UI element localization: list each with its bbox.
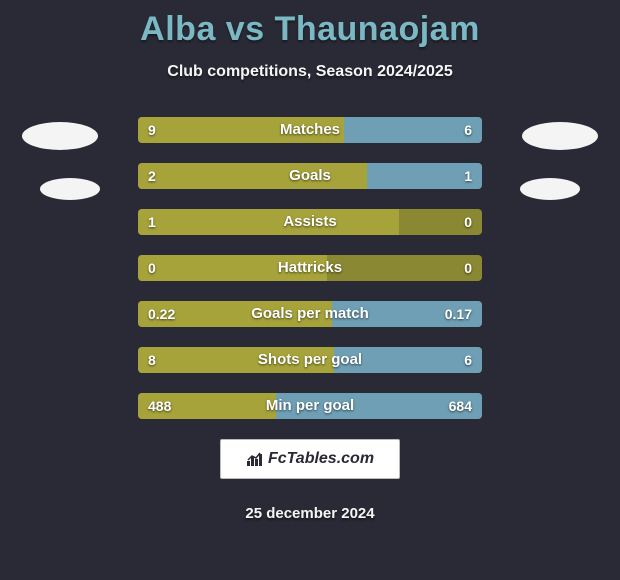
stat-label: Goals — [138, 163, 482, 189]
stat-value-left: 488 — [148, 393, 171, 419]
stat-value-right: 1 — [464, 163, 472, 189]
stat-value-right: 0 — [464, 255, 472, 281]
stat-row: Goals per match0.22 0.17 — [138, 301, 482, 327]
stat-label: Min per goal — [138, 393, 482, 419]
team-left-shield-2 — [30, 165, 110, 255]
stat-value-right: 6 — [464, 347, 472, 373]
stat-row: Shots per goal8 6 — [138, 347, 482, 373]
stat-row: Min per goal488 684 — [138, 393, 482, 419]
stat-value-left: 0.22 — [148, 301, 175, 327]
logo-text: FcTables.com — [268, 450, 374, 468]
chart-icon — [246, 451, 264, 467]
stat-value-left: 8 — [148, 347, 156, 373]
date: 25 december 2024 — [0, 505, 620, 522]
stat-value-left: 1 — [148, 209, 156, 235]
stat-label: Goals per match — [138, 301, 482, 327]
stat-label: Shots per goal — [138, 347, 482, 373]
stat-row: Hattricks0 0 — [138, 255, 482, 281]
stat-label: Matches — [138, 117, 482, 143]
logo: FcTables.com — [246, 450, 374, 468]
stat-row: Goals2 1 — [138, 163, 482, 189]
stat-row: Matches9 6 — [138, 117, 482, 143]
stat-value-left: 2 — [148, 163, 156, 189]
stat-value-right: 0 — [464, 209, 472, 235]
stats-container: Matches96Goals21Assists10Hattricks00Goal… — [138, 117, 482, 419]
stat-row: Assists1 0 — [138, 209, 482, 235]
team-right-shield-2 — [510, 165, 590, 255]
stat-value-right: 0.17 — [445, 301, 472, 327]
stat-label: Assists — [138, 209, 482, 235]
stat-label: Hattricks — [138, 255, 482, 281]
stat-value-left: 9 — [148, 117, 156, 143]
stat-value-left: 0 — [148, 255, 156, 281]
page-title: Alba vs Thaunaojam — [0, 0, 620, 49]
stat-value-right: 684 — [449, 393, 472, 419]
stat-value-right: 6 — [464, 117, 472, 143]
logo-box: FcTables.com — [220, 439, 400, 479]
subtitle: Club competitions, Season 2024/2025 — [0, 63, 620, 81]
